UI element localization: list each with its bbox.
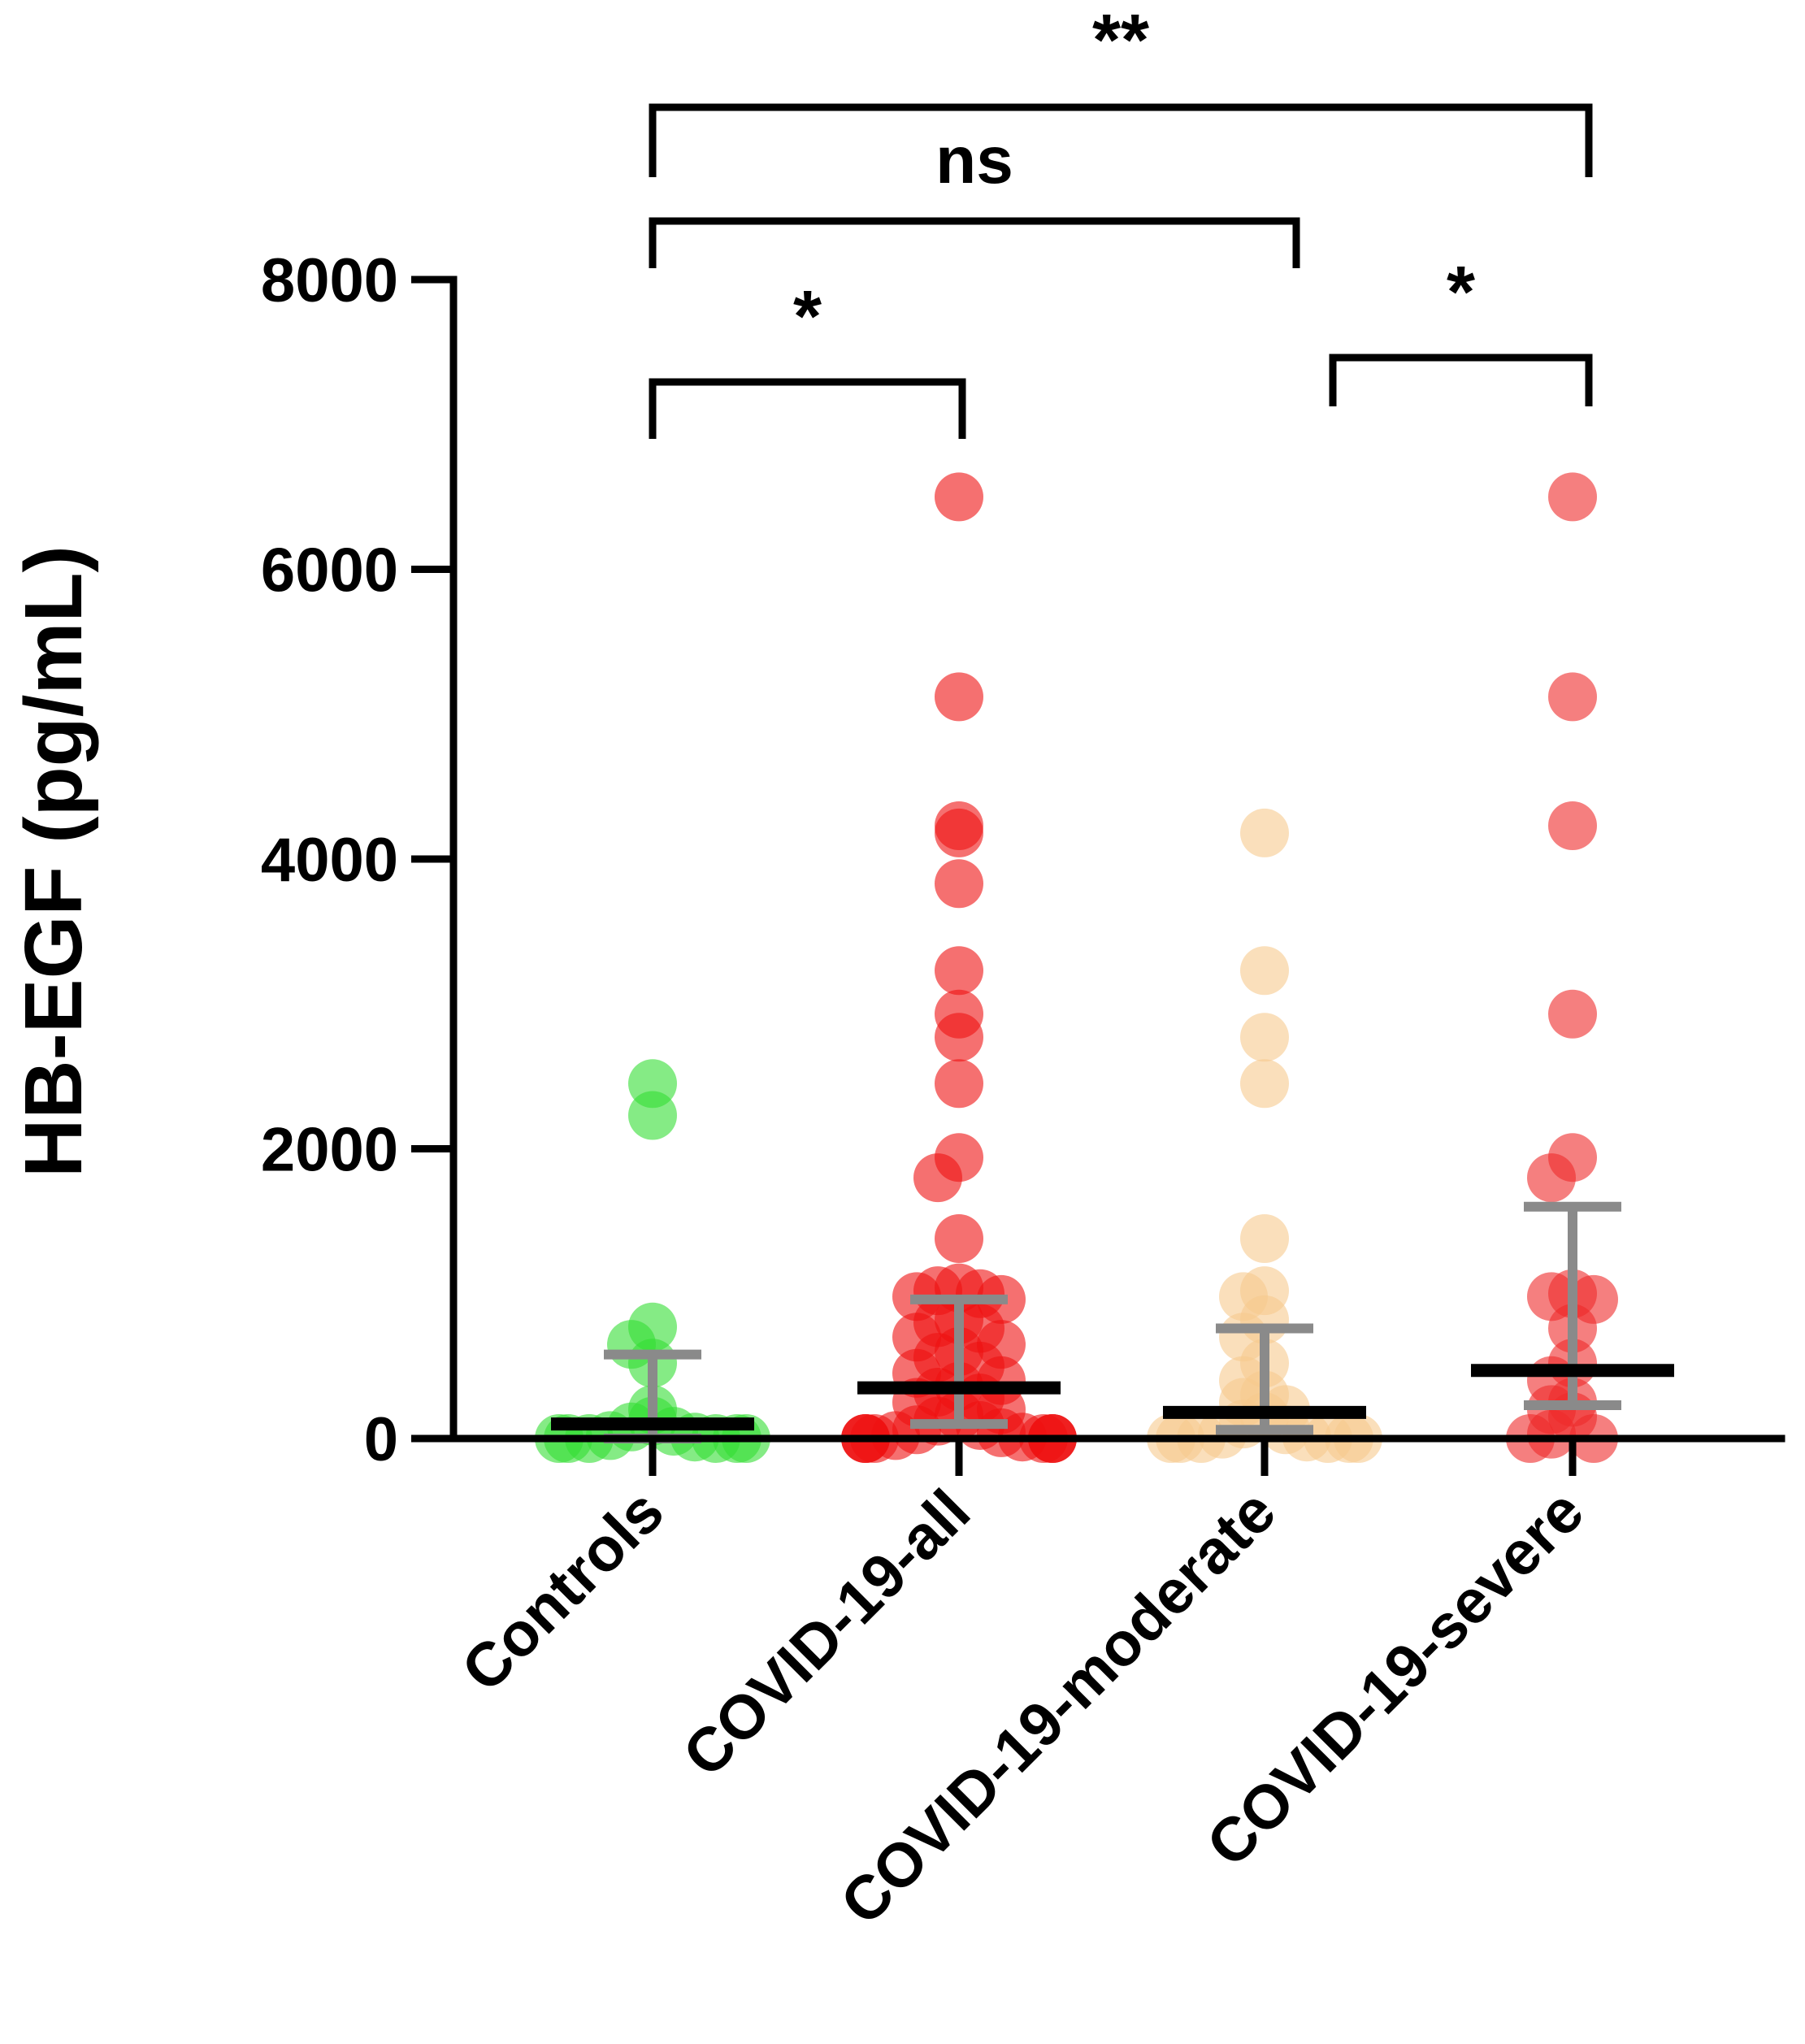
data-point (935, 1214, 983, 1264)
significance-label: ** (1092, 0, 1149, 81)
x-category-label: COVID-19-all (670, 1477, 983, 1790)
data-point (935, 1013, 983, 1062)
data-point (1240, 808, 1289, 857)
data-point (935, 1059, 983, 1109)
data-point (1240, 1013, 1289, 1062)
significance-bracket (649, 378, 966, 439)
data-point (1240, 1214, 1289, 1264)
data-point (935, 672, 983, 722)
significance-bracket (1329, 354, 1593, 406)
data-point (1548, 472, 1597, 522)
significance-label: * (793, 276, 822, 358)
data-point (913, 1153, 962, 1203)
y-tick-label: 8000 (261, 246, 398, 315)
significance-label: * (1447, 252, 1475, 333)
x-category-label: Controls (449, 1477, 677, 1705)
data-point (935, 472, 983, 522)
y-tick-label: 6000 (261, 536, 398, 605)
y-axis-label: HB-EGF (pg/mL) (8, 545, 99, 1178)
significance-brackets: * *ns** (649, 0, 1593, 439)
data-point (1548, 672, 1597, 722)
axes (449, 276, 1785, 1443)
y-tick-label: 4000 (261, 826, 398, 895)
significance-bracket (649, 103, 1593, 177)
significance-bracket (649, 217, 1300, 268)
tick-group: 02000400060008000ControlsCOVID-19-allCOV… (261, 246, 1597, 1938)
data-point (935, 859, 983, 909)
data-point (628, 1091, 677, 1140)
data-point (1527, 1153, 1576, 1203)
y-tick-label: 0 (364, 1405, 398, 1474)
data-point (1240, 1059, 1289, 1109)
y-tick-label: 2000 (261, 1116, 398, 1185)
summary-bars (551, 1201, 1674, 1443)
data-point (935, 946, 983, 996)
data-point (1548, 989, 1597, 1039)
data-point (1548, 801, 1597, 851)
significance-label: ns (935, 124, 1013, 197)
data-point (935, 808, 983, 857)
data-point (1240, 946, 1289, 996)
data-points (535, 472, 1618, 1463)
